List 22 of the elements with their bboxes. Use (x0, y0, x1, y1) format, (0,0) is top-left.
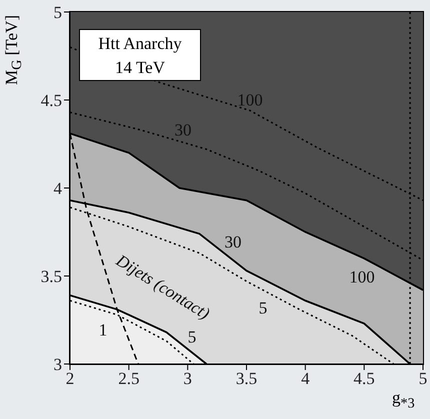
y-tick-label: 3.5 (40, 267, 62, 286)
annotation: 30 (224, 232, 242, 252)
text: 14 TeV (114, 57, 166, 79)
x-tick-label: 4.5 (354, 369, 375, 388)
x-tick-label: 4 (301, 369, 310, 388)
text: Htt Anarchy (97, 33, 183, 55)
annotation: 100 (349, 268, 375, 286)
y-tick-label: 5 (54, 3, 62, 22)
x-axis-title: g$_{*3}$ (392, 388, 415, 412)
annotation: 1 (98, 320, 108, 340)
x-tick-label: 5 (418, 369, 428, 388)
y-tick-label: 3 (54, 355, 62, 374)
y-tick-label: 4.5 (40, 91, 62, 110)
x-tick-label: 2 (66, 369, 74, 388)
x-tick-label: 2.5 (118, 369, 140, 388)
x-tick-label: 3.5 (236, 369, 258, 388)
y-tick-label: 4 (54, 179, 62, 198)
annotation: 100 (237, 90, 263, 110)
annotation: 30 (174, 120, 192, 140)
x-tick-label: 3 (183, 369, 192, 388)
annotation: 5 (258, 298, 268, 318)
annotation: 5 (188, 328, 196, 346)
